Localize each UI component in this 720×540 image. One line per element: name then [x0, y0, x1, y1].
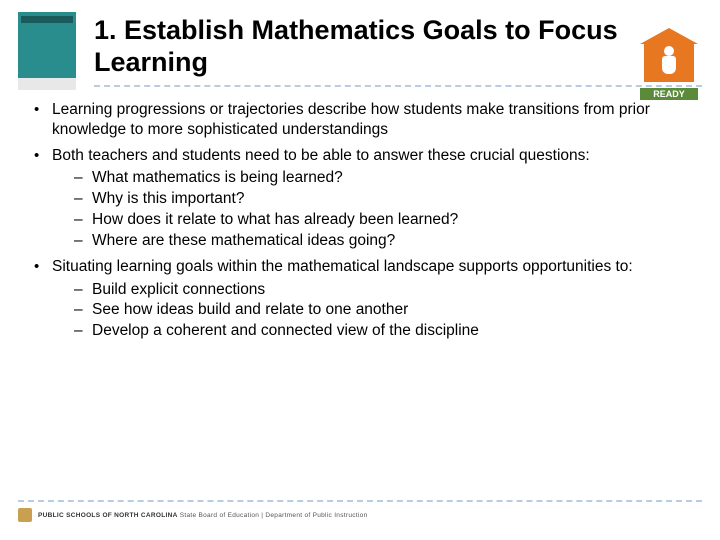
footer-text: PUBLIC SCHOOLS OF NORTH CAROLINA State B…: [38, 512, 367, 519]
sub-bullet-item: How does it relate to what has already b…: [72, 210, 688, 230]
nc-seal-icon: [18, 508, 32, 522]
footer: PUBLIC SCHOOLS OF NORTH CAROLINA State B…: [18, 500, 702, 522]
sub-bullet-item: See how ideas build and relate to one an…: [72, 300, 688, 320]
book-cover-thumbnail: [18, 12, 76, 90]
bullet-item: Situating learning goals within the math…: [32, 257, 688, 341]
bullet-item: Both teachers and students need to be ab…: [32, 146, 688, 251]
ready-logo-icon: READY: [640, 42, 698, 100]
sub-bullet-item: Build explicit connections: [72, 280, 688, 300]
sub-bullet-item: Where are these mathematical ideas going…: [72, 231, 688, 251]
sub-bullet-item: Why is this important?: [72, 189, 688, 209]
slide-title: 1. Establish Mathematics Goals to Focus …: [94, 14, 702, 87]
slide-body: Learning progressions or trajectories de…: [0, 90, 720, 341]
bullet-item: Learning progressions or trajectories de…: [32, 100, 688, 140]
sub-bullet-item: What mathematics is being learned?: [72, 168, 688, 188]
ready-label: READY: [640, 88, 698, 100]
sub-bullet-item: Develop a coherent and connected view of…: [72, 321, 688, 341]
